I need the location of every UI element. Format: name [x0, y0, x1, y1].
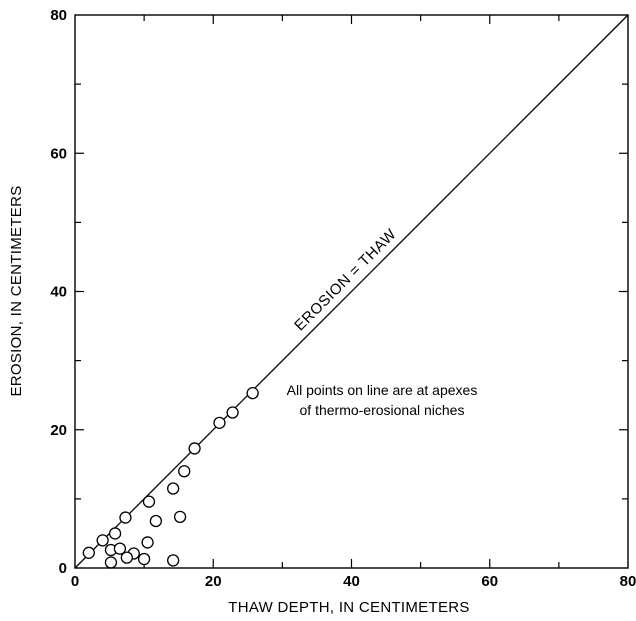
data-point-7: [113, 542, 127, 555]
data-point-4: [119, 511, 132, 524]
data-point-19: [213, 416, 226, 429]
data-point-10: [120, 551, 133, 564]
annotation-line-2: of thermo-erosional niches: [300, 402, 465, 418]
y-tick-label: 80: [50, 7, 67, 24]
data-point-21: [246, 386, 259, 400]
x-tick-label: 20: [205, 573, 222, 590]
x-tick-label: 0: [71, 573, 79, 590]
data-point-16: [167, 554, 180, 567]
data-point-20: [226, 406, 239, 419]
data-point-13: [149, 514, 163, 528]
y-tick-label: 20: [50, 422, 67, 439]
x-axis-label: THAW DEPTH, IN CENTIMETERS: [228, 599, 469, 616]
y-tick-label: 40: [50, 284, 67, 301]
y-tick-label: 0: [59, 560, 67, 577]
data-point-9: [104, 556, 118, 569]
tick-marks: [75, 15, 628, 568]
data-point-2: [96, 534, 109, 547]
x-tick-label: 60: [481, 573, 498, 590]
x-tick-label: 40: [343, 573, 360, 590]
data-point-1: [82, 546, 95, 559]
y-axis-label: EROSION, IN CENTIMETERS: [8, 185, 25, 396]
data-point-17: [178, 465, 191, 478]
data-point-14: [167, 482, 180, 495]
data-point-12: [141, 536, 154, 549]
annotation-line-1: All points on line are at apexes: [287, 382, 478, 398]
data-points: [82, 386, 259, 569]
reference-line-label: EROSION = THAW: [291, 225, 400, 334]
erosion-equals-thaw-line: [74, 14, 629, 569]
data-point-15: [173, 510, 187, 523]
data-point-3: [108, 527, 122, 540]
tick-labels: 0 20 40 60 80 0 20 40 60 80: [50, 7, 636, 590]
x-tick-label: 80: [620, 573, 636, 590]
data-point-18: [188, 442, 201, 455]
y-tick-label: 60: [50, 145, 67, 162]
data-point-11: [137, 552, 151, 566]
plot-frame: [74, 14, 629, 569]
data-point-5: [142, 495, 156, 508]
